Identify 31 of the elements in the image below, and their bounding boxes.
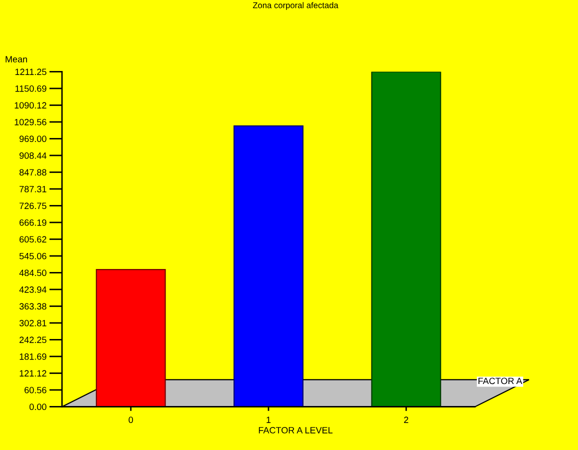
y-tick-label: 242.25 xyxy=(20,336,46,344)
y-axis-title: Mean xyxy=(6,56,27,62)
y-tick-label: 181.69 xyxy=(20,353,46,360)
y-tick-label: 1029.56 xyxy=(14,118,46,126)
y-tick-label: 1211.25 xyxy=(15,68,46,76)
y-tick-label: 908.44 xyxy=(20,152,46,159)
y-tick-label: 545.06 xyxy=(19,252,46,260)
y-tick-label: 423.94 xyxy=(19,286,46,293)
bar xyxy=(371,72,442,407)
x-tick-label: 2 xyxy=(404,416,408,423)
y-tick-label: 0.00 xyxy=(30,404,46,410)
x-axis-title: FACTOR A LEVEL xyxy=(258,427,333,434)
y-tick-label: 666.19 xyxy=(20,219,46,226)
x-tick-label: 1 xyxy=(266,416,271,423)
y-tick-label: 60.56 xyxy=(24,386,46,394)
y-tick-label: 1090.12 xyxy=(14,102,46,109)
y-tick-label: 726.75 xyxy=(20,202,46,210)
y-tick-label: 484.50 xyxy=(19,270,46,276)
annotation: FACTOR A xyxy=(478,378,522,384)
y-tick-label: 787.31 xyxy=(20,186,46,192)
y-tick-label: 969.00 xyxy=(20,136,46,142)
y-tick-label: 302.81 xyxy=(19,320,46,326)
y-tick-label: 121.12 xyxy=(20,370,46,376)
x-tick-label: 0 xyxy=(128,416,133,424)
y-tick-label: 1150.69 xyxy=(15,85,46,92)
bar xyxy=(96,268,166,407)
y-tick-label: 363.38 xyxy=(19,303,46,310)
y-tick-label: 847.88 xyxy=(20,169,46,176)
chart-title: Zona corporal afectada xyxy=(252,2,338,10)
y-tick-label: 605.62 xyxy=(20,236,46,243)
bar xyxy=(234,125,304,407)
